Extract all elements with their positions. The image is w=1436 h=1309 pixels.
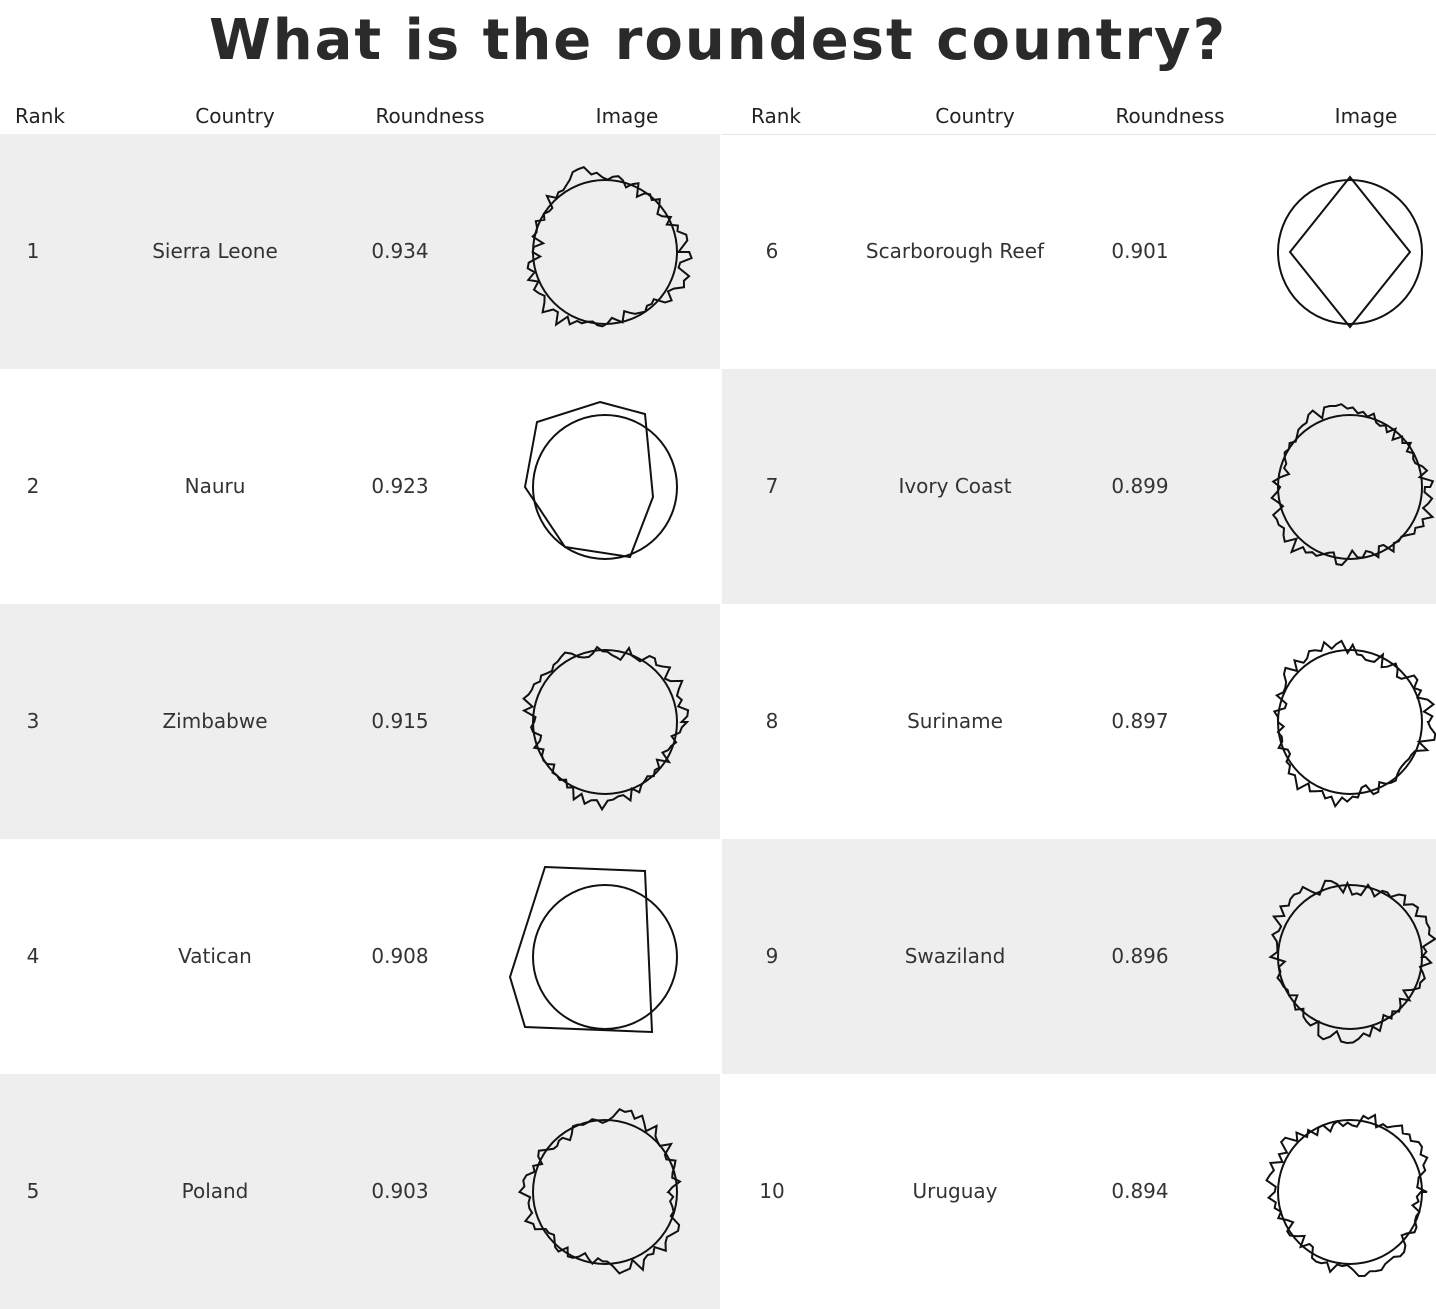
- cell-rank: 3: [26, 709, 40, 733]
- country-shape-image: [523, 400, 678, 560]
- reference-circle: [532, 884, 678, 1030]
- header-rank: Rank: [751, 104, 801, 128]
- cell-country: Zimbabwe: [162, 709, 268, 733]
- table-row: 4 Vatican 0.908: [0, 839, 720, 1074]
- cell-roundness: 0.899: [1111, 474, 1169, 498]
- cell-roundness: 0.908: [371, 944, 429, 968]
- reference-circle: [532, 179, 678, 325]
- country-outline: [517, 1107, 682, 1275]
- right-table: Rank Country Roundness Image 6 Scarborough Re…: [722, 96, 1436, 1285]
- cell-country: Nauru: [184, 474, 246, 498]
- table-row: 10 Uruguay 0.894: [722, 1074, 1436, 1309]
- table-row: 8 Suriname 0.897: [722, 604, 1436, 839]
- country-shape-image: [1268, 879, 1436, 1045]
- table-header: Rank Country Roundness Image: [0, 96, 720, 135]
- header-country: Country: [195, 104, 275, 128]
- country-outline: [1270, 403, 1435, 567]
- cell-rank: 10: [759, 1179, 785, 1203]
- cell-rank: 8: [765, 709, 779, 733]
- cell-rank: 6: [765, 239, 779, 263]
- country-outline: [1265, 1113, 1429, 1278]
- table-row: 9 Swaziland 0.896: [722, 839, 1436, 1074]
- country-outline: [508, 865, 654, 1034]
- cell-country: Sierra Leone: [152, 239, 278, 263]
- table-header: Rank Country Roundness Image: [722, 96, 1436, 135]
- reference-circle: [532, 649, 678, 795]
- country-shape-image: [1270, 403, 1435, 567]
- country-outline: [526, 166, 693, 328]
- cell-country: Ivory Coast: [898, 474, 1012, 498]
- country-shape-image: [517, 1107, 682, 1275]
- cell-rank: 5: [26, 1179, 40, 1203]
- table-row: 7 Ivory Coast 0.899: [722, 369, 1436, 604]
- country-shape-image: [526, 166, 693, 328]
- reference-circle: [1277, 179, 1423, 325]
- cell-rank: 4: [26, 944, 40, 968]
- cell-roundness: 0.923: [371, 474, 429, 498]
- country-outline: [1288, 175, 1412, 329]
- table-row: 6 Scarborough Reef 0.901: [722, 134, 1436, 369]
- reference-circle: [532, 414, 678, 560]
- country-shape-image: [1272, 639, 1436, 809]
- country-shape-image: [1277, 175, 1423, 329]
- table-row: 1 Sierra Leone 0.934: [0, 134, 720, 369]
- country-shape-image: [521, 645, 690, 812]
- cell-rank: 7: [765, 474, 779, 498]
- cell-rank: 1: [26, 239, 40, 263]
- table-row: 5 Poland 0.903: [0, 1074, 720, 1309]
- reference-circle: [532, 1119, 678, 1265]
- table-row: 2 Nauru 0.923: [0, 369, 720, 604]
- reference-circle: [1277, 414, 1423, 560]
- table-row: 3 Zimbabwe 0.915: [0, 604, 720, 839]
- country-outline: [1272, 639, 1436, 809]
- cell-roundness: 0.896: [1111, 944, 1169, 968]
- cell-rank: 2: [26, 474, 40, 498]
- country-outline: [523, 400, 655, 559]
- country-outline: [1268, 879, 1436, 1045]
- cell-roundness: 0.894: [1111, 1179, 1169, 1203]
- reference-circle: [1277, 1119, 1423, 1265]
- cell-rank: 9: [765, 944, 779, 968]
- header-roundness: Roundness: [375, 104, 485, 128]
- header-image: Image: [595, 104, 659, 128]
- header-roundness: Roundness: [1115, 104, 1225, 128]
- cell-country: Vatican: [178, 944, 252, 968]
- cell-country: Uruguay: [912, 1179, 998, 1203]
- left-table: Rank Country Roundness Image 1 Sierra Leone 0.…: [0, 96, 720, 1309]
- cell-country: Poland: [181, 1179, 249, 1203]
- page-title: What is the roundest country?: [208, 8, 1228, 73]
- cell-roundness: 0.915: [371, 709, 429, 733]
- cell-roundness: 0.901: [1111, 239, 1169, 263]
- country-shape-image: [1265, 1113, 1429, 1278]
- country-outline: [521, 645, 690, 812]
- cell-roundness: 0.934: [371, 239, 429, 263]
- header-rank: Rank: [15, 104, 65, 128]
- reference-circle: [1277, 649, 1423, 795]
- country-shape-image: [508, 865, 678, 1034]
- header-image: Image: [1334, 104, 1398, 128]
- cell-country: Scarborough Reef: [865, 239, 1045, 263]
- cell-country: Swaziland: [904, 944, 1006, 968]
- cell-roundness: 0.903: [371, 1179, 429, 1203]
- cell-roundness: 0.897: [1111, 709, 1169, 733]
- header-country: Country: [935, 104, 1015, 128]
- cell-country: Suriname: [907, 709, 1003, 733]
